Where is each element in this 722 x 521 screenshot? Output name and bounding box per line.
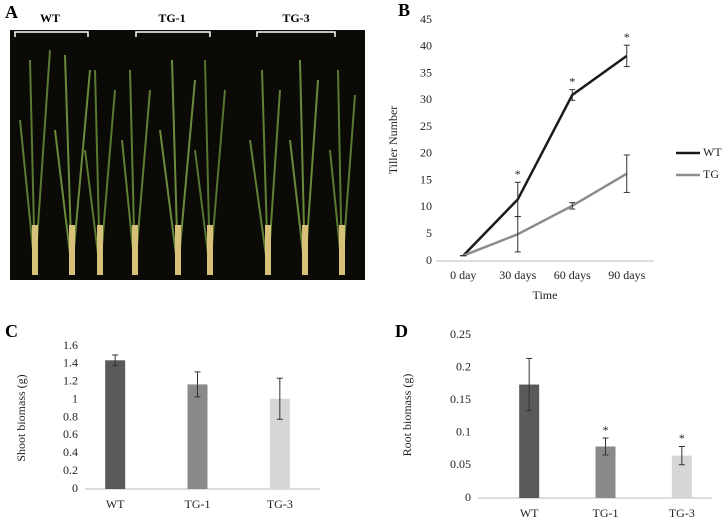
x-tick-label: 90 days: [608, 268, 645, 282]
y-tick-label: 0.05: [450, 457, 471, 471]
y-tick-label: 0: [465, 490, 471, 504]
group-label: TG-3: [282, 11, 309, 25]
panel-letter: A: [5, 2, 18, 22]
x-tick-label: TG-1: [185, 497, 211, 511]
y-tick-label: 25: [420, 119, 432, 133]
brackets: [14, 31, 336, 37]
y-tick-label: 1.6: [63, 338, 78, 352]
group-label: TG-1: [158, 11, 185, 25]
x-tick-label: 30 days: [499, 268, 536, 282]
y-tick-label: 0: [426, 253, 432, 267]
y-tick-label: 0.1: [456, 425, 471, 439]
annotation: *: [569, 74, 575, 88]
y-tick-label: 0.4: [63, 445, 78, 459]
y-tick-label: 1.4: [63, 356, 78, 370]
y-tick-label: 35: [420, 65, 432, 79]
y-tick-label: 1.2: [63, 374, 78, 388]
y-tick-label: 0.6: [63, 427, 78, 441]
legend-label: WT: [703, 145, 722, 159]
bar: [187, 384, 208, 489]
y-tick-label: 10: [420, 199, 432, 213]
y-tick-label: 20: [420, 146, 432, 160]
x-tick-label: TG-1: [593, 506, 619, 520]
y-tick-label: 1: [72, 391, 78, 405]
y-tick-label: 5: [426, 226, 432, 240]
annotation: *: [679, 431, 685, 445]
panel-letter: C: [5, 321, 18, 341]
x-tick-label: 0 day: [450, 268, 476, 282]
y-axis-label: Root biomass (g): [400, 374, 414, 457]
x-tick-label: TG-3: [267, 497, 293, 511]
panel-letter: D: [395, 321, 408, 341]
panel-letter: B: [398, 0, 410, 20]
x-tick-label: WT: [520, 506, 539, 520]
y-axis-label: Shoot biomass (g): [14, 374, 28, 461]
y-tick-label: 0.25: [450, 327, 471, 341]
group-label: WT: [40, 11, 60, 25]
x-axis-label: Time: [533, 288, 558, 302]
y-tick-label: 30: [420, 92, 432, 106]
y-axis-label: Tiller Number: [386, 106, 400, 175]
y-tick-label: 40: [420, 39, 432, 53]
annotation: *: [515, 167, 521, 181]
x-tick-label: TG-3: [669, 506, 695, 520]
y-tick-label: 15: [420, 172, 432, 186]
x-tick-label: 60 days: [554, 268, 591, 282]
bar: [269, 398, 290, 489]
bar: [519, 384, 540, 498]
y-tick-label: 0.8: [63, 409, 78, 423]
line: [462, 172, 628, 257]
bar: [671, 455, 692, 498]
y-tick-label: 0.2: [63, 463, 78, 477]
y-tick-label: 0.15: [450, 392, 471, 406]
legend-label: TG: [703, 167, 719, 181]
x-tick-label: WT: [106, 497, 125, 511]
plants: [19, 49, 356, 275]
line: [462, 54, 628, 257]
y-tick-label: 45: [420, 12, 432, 26]
y-tick-label: 0.2: [456, 359, 471, 373]
annotation: *: [603, 423, 609, 437]
y-tick-label: 0: [72, 481, 78, 495]
bar: [595, 446, 616, 498]
annotation: *: [624, 30, 630, 44]
bar: [105, 360, 126, 489]
